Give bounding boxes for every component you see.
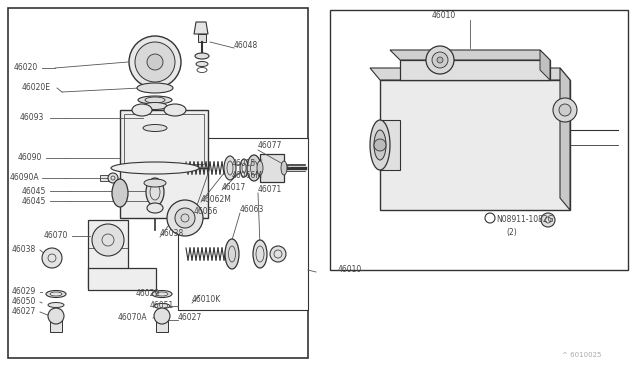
Circle shape [147,54,163,70]
Text: 46029: 46029 [136,289,160,298]
Text: 46017: 46017 [222,183,246,192]
Circle shape [541,213,555,227]
Text: 46063: 46063 [240,205,264,215]
Text: 46038: 46038 [12,246,36,254]
Text: N08911-1082G: N08911-1082G [496,215,554,224]
Text: 46056: 46056 [194,208,218,217]
Ellipse shape [253,240,267,268]
Circle shape [175,208,195,228]
Bar [120,168,208,218]
Text: 46020: 46020 [14,64,38,73]
Text: (2): (2) [506,228,516,237]
Ellipse shape [247,155,261,181]
Text: 46090: 46090 [18,154,42,163]
Ellipse shape [132,104,152,116]
Circle shape [559,104,571,116]
Ellipse shape [143,125,167,131]
Text: 46045: 46045 [22,196,46,205]
Ellipse shape [111,162,199,174]
Ellipse shape [137,83,173,93]
Text: 46093: 46093 [20,113,44,122]
Text: 46045: 46045 [22,186,46,196]
Text: 46010K: 46010K [192,295,221,305]
Bar [330,10,628,270]
Ellipse shape [195,53,209,59]
Text: 46070A: 46070A [118,314,148,323]
Circle shape [135,42,175,82]
Ellipse shape [281,161,287,175]
Text: 46029: 46029 [12,288,36,296]
Polygon shape [390,50,550,60]
Text: 46027: 46027 [178,314,202,323]
Ellipse shape [164,104,186,116]
Text: 46015: 46015 [232,158,256,167]
Bar [88,268,156,290]
Bar [380,80,570,210]
Polygon shape [370,68,570,80]
Text: 46071: 46071 [258,186,282,195]
Text: 46051: 46051 [150,301,174,311]
Circle shape [154,308,170,324]
Bar [100,175,115,181]
Bar [178,138,308,310]
Ellipse shape [48,302,64,308]
Ellipse shape [138,96,172,104]
Ellipse shape [152,291,172,298]
Polygon shape [194,22,208,34]
Text: 46048: 46048 [234,42,259,51]
Ellipse shape [225,239,239,269]
Circle shape [270,246,286,262]
Bar [143,106,167,128]
Polygon shape [560,68,570,210]
Text: 46062M: 46062M [201,196,232,205]
Circle shape [167,200,203,236]
Text: 46090A: 46090A [10,173,40,183]
Ellipse shape [154,304,170,308]
Bar [50,316,62,332]
Ellipse shape [370,120,390,170]
Circle shape [432,52,448,68]
Circle shape [553,98,577,122]
Polygon shape [540,50,550,80]
Ellipse shape [196,61,208,67]
Bar [198,34,206,42]
Ellipse shape [144,179,166,187]
Text: 46050: 46050 [12,298,36,307]
Text: 46027: 46027 [12,308,36,317]
Bar [120,110,208,168]
Ellipse shape [46,291,66,298]
Circle shape [437,57,443,63]
Bar [260,154,284,182]
Ellipse shape [374,130,386,160]
Circle shape [129,36,181,88]
Bar [8,8,308,358]
Bar [400,60,550,80]
Text: 46070: 46070 [44,231,68,241]
Text: 46038: 46038 [160,230,184,238]
Text: 46010: 46010 [338,266,362,275]
Text: 46020E: 46020E [22,83,51,93]
Ellipse shape [143,103,167,109]
Ellipse shape [224,156,236,180]
Ellipse shape [147,203,163,213]
Bar [124,114,204,164]
Circle shape [108,173,118,183]
Ellipse shape [146,178,164,206]
Ellipse shape [112,179,128,207]
Circle shape [426,46,454,74]
Bar [380,120,400,170]
Circle shape [374,139,386,151]
Bar [156,316,168,332]
Text: 46010: 46010 [432,12,456,20]
Ellipse shape [240,159,248,177]
Circle shape [92,224,124,256]
Ellipse shape [257,161,263,175]
Text: 46066M: 46066M [232,170,263,180]
Text: ^ 6010025: ^ 6010025 [562,352,602,358]
Text: 46077: 46077 [258,141,282,151]
Bar [88,220,128,288]
Circle shape [48,308,64,324]
Circle shape [42,248,62,268]
